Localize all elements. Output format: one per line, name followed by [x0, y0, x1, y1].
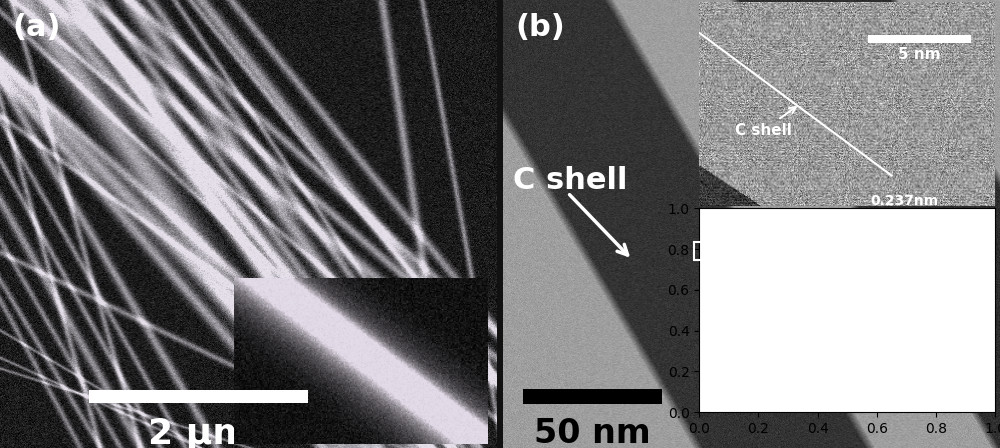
Bar — [89, 390, 308, 403]
Text: 2 μm: 2 μm — [148, 417, 250, 448]
Text: (b): (b) — [515, 13, 565, 43]
Text: (a): (a) — [12, 13, 61, 43]
Bar — [694, 242, 709, 260]
Bar — [523, 389, 662, 404]
Text: 50 nm: 50 nm — [534, 417, 651, 448]
Text: C shell: C shell — [513, 166, 627, 195]
